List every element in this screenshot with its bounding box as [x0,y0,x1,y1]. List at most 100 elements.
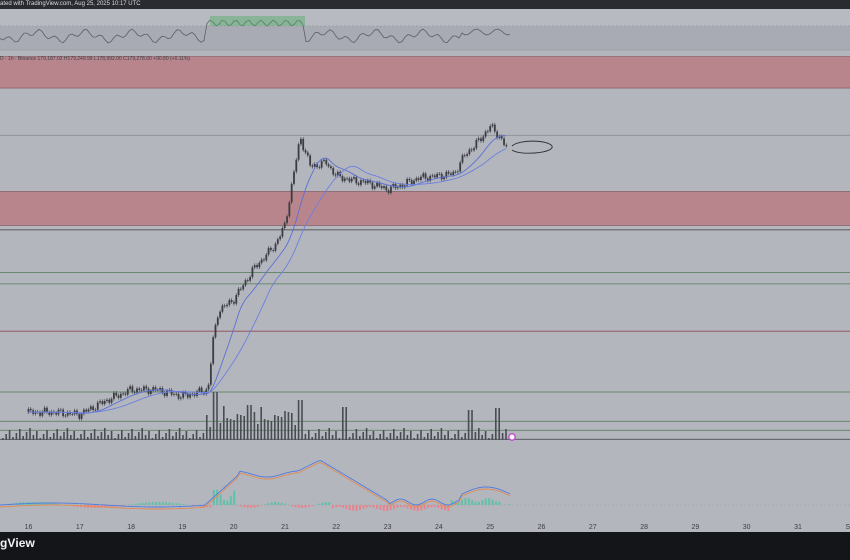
volume-bar [345,407,347,440]
macd-histogram-bar [49,503,52,505]
macd-histogram-bar [226,500,229,505]
candle-body [115,392,118,396]
candle-body [360,180,362,185]
candle-body [346,178,348,180]
candle-body [256,265,258,268]
candle-body [283,222,286,228]
candle-body [145,386,148,389]
volume-bar [36,431,38,440]
candle-body [417,178,420,180]
candle-body [221,305,224,312]
volume-bar [117,434,120,440]
volume-bar [107,435,109,440]
volume-bar [199,437,201,440]
candle-body [110,398,113,403]
candle-body [276,239,279,244]
candle-body [170,389,173,395]
candle-body [399,184,402,188]
candle-body [334,174,337,176]
volume-bar [12,437,14,440]
macd-histogram-bar [297,505,300,508]
macd-histogram-bar [134,503,137,505]
volume-bar [393,429,395,440]
macd-histogram-bar [270,502,273,505]
candle-body [103,401,106,404]
alert-marker-icon[interactable] [508,433,516,441]
candle-body [143,386,145,391]
candle-body [260,259,263,263]
candle-body [316,163,318,168]
volume-bar [182,435,184,440]
macd-histogram-bar [440,505,443,510]
candle-body [302,138,305,151]
volume-bar [359,436,361,440]
candle-body [378,182,381,187]
resistance-zone-2[interactable] [0,191,850,226]
volume-bar [141,428,143,440]
macd-histogram-bar [328,502,331,505]
time-axis-label: 25 [486,524,495,531]
macd-histogram-bar [83,505,86,508]
macd-histogram-bar [107,505,110,508]
candle-body [78,414,81,419]
volume-bar [29,428,31,440]
volume-bar [495,408,497,440]
candle-body [311,165,314,167]
volume-bar [291,413,293,440]
drawn-arrow-annotation[interactable] [511,140,553,154]
candle-body [175,393,178,395]
candle-body [380,186,383,189]
candle-body [59,409,62,411]
candle-body [233,301,235,304]
candle-body [205,389,208,395]
volume-bar [270,421,273,440]
volume-bar [243,416,245,440]
candle-body [429,175,432,181]
volume-bar [399,432,402,440]
macd-histogram-bar [301,505,304,508]
candle-body [281,227,284,237]
macd-histogram-bar [447,505,450,511]
candle-body [387,190,390,193]
candle-body [177,393,180,399]
macd-histogram-bar [345,505,348,509]
macd-histogram-bar [481,500,484,505]
candle-body [477,138,480,140]
candle-body [267,247,270,255]
macd-histogram-bar [233,490,236,505]
macd-histogram-bar [474,501,477,505]
candle-body [415,178,418,181]
macd-histogram-bar [406,505,409,509]
volume-bar [229,419,232,440]
candle-body [46,407,48,413]
volume-bar [233,420,235,440]
candle-body [246,280,249,281]
candle-body [228,300,231,305]
candle-body [122,393,125,395]
candle-body [41,411,44,416]
macd-histogram-bar [202,505,205,507]
resistance-zone-1[interactable] [0,56,850,89]
volume-bar [454,434,456,440]
candle-body [126,389,129,395]
macd-histogram-bar [495,501,497,505]
candle-body [445,171,448,178]
volume-bar [87,437,89,440]
time-axis-label: 27 [588,524,597,531]
macd-histogram-bar [206,505,208,508]
candle-body [332,168,335,175]
volume-bar [294,425,296,440]
candle-body [304,150,307,153]
macd-histogram-bar [372,505,375,508]
candle-body [182,392,185,398]
volume-bar [413,438,415,440]
macd-histogram-bar [335,505,338,508]
candle-body [392,184,395,187]
volume-bar [124,437,126,440]
time-axis-label: 26 [537,524,546,531]
macd-histogram-bar [416,505,419,511]
volume-bar [144,435,147,440]
macd-histogram-bar [246,505,249,508]
